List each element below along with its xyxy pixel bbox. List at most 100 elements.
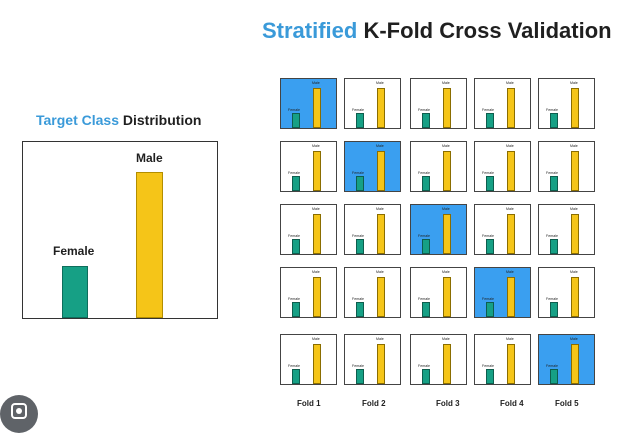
- mini-male-label: Male: [442, 270, 450, 274]
- mini-female-bar: [422, 176, 430, 191]
- mini-female-label: Female: [546, 108, 558, 112]
- mini-male-bar: [443, 214, 451, 254]
- mini-female-bar: [292, 369, 300, 384]
- male-label: Male: [136, 151, 163, 165]
- mini-male-bar: [571, 277, 579, 317]
- fold-label: Fold 1: [297, 399, 321, 408]
- fold-label: Fold 2: [362, 399, 386, 408]
- mini-female-bar: [292, 239, 300, 254]
- mini-male-bar: [443, 277, 451, 317]
- mini-male-bar: [443, 344, 451, 384]
- mini-female-bar: [550, 369, 558, 384]
- mini-female-label: Female: [418, 234, 430, 238]
- test-fold-cell: Female Male: [280, 78, 337, 129]
- mini-female-bar: [356, 113, 364, 128]
- mini-female-label: Female: [418, 171, 430, 175]
- mini-female-bar: [356, 176, 364, 191]
- mini-female-bar: [486, 369, 494, 384]
- fold-label: Fold 4: [500, 399, 524, 408]
- mini-male-label: Male: [376, 270, 384, 274]
- mini-female-bar: [422, 302, 430, 317]
- mini-female-bar: [486, 302, 494, 317]
- mini-male-bar: [377, 151, 385, 191]
- fold-grid: Female Male Female Male Female Male Female Male…: [280, 78, 600, 386]
- mini-male-label: Male: [312, 81, 320, 85]
- train-fold-cell: Female Male: [344, 78, 401, 129]
- train-fold-cell: Female Male: [344, 267, 401, 318]
- test-fold-cell: Female Male: [344, 141, 401, 192]
- train-fold-cell: Female Male: [280, 141, 337, 192]
- mini-female-label: Female: [352, 234, 364, 238]
- mini-female-label: Female: [352, 297, 364, 301]
- mini-male-label: Male: [570, 81, 578, 85]
- distribution-title: Target Class Distribution: [36, 112, 201, 128]
- train-fold-cell: Female Male: [280, 334, 337, 385]
- mini-female-bar: [422, 239, 430, 254]
- mini-female-label: Female: [288, 171, 300, 175]
- mini-male-bar: [377, 88, 385, 128]
- train-fold-cell: Female Male: [474, 78, 531, 129]
- mini-male-label: Male: [570, 207, 578, 211]
- mini-male-label: Male: [312, 337, 320, 341]
- mini-female-bar: [486, 176, 494, 191]
- train-fold-cell: Female Male: [280, 204, 337, 255]
- mini-female-bar: [486, 239, 494, 254]
- mini-female-label: Female: [482, 297, 494, 301]
- mini-female-label: Female: [482, 108, 494, 112]
- mini-male-bar: [377, 214, 385, 254]
- female-bar: [62, 266, 88, 318]
- mini-male-bar: [443, 151, 451, 191]
- mini-female-bar: [422, 369, 430, 384]
- mini-male-bar: [571, 151, 579, 191]
- train-fold-cell: Female Male: [410, 334, 467, 385]
- mini-female-label: Female: [418, 108, 430, 112]
- mini-male-bar: [313, 344, 321, 384]
- mini-female-label: Female: [352, 171, 364, 175]
- mini-male-label: Male: [442, 207, 450, 211]
- male-bar: [136, 172, 163, 318]
- female-label: Female: [53, 244, 95, 258]
- mini-female-bar: [292, 302, 300, 317]
- mini-male-label: Male: [570, 270, 578, 274]
- train-fold-cell: Female Male: [410, 141, 467, 192]
- train-fold-cell: Female Male: [538, 141, 595, 192]
- mini-female-bar: [550, 176, 558, 191]
- mini-male-bar: [377, 277, 385, 317]
- distribution-title-highlight: Target Class: [36, 112, 119, 128]
- lens-icon[interactable]: [0, 395, 38, 433]
- train-fold-cell: Female Male: [474, 204, 531, 255]
- test-fold-cell: Female Male: [474, 267, 531, 318]
- mini-female-label: Female: [482, 364, 494, 368]
- mini-male-bar: [571, 88, 579, 128]
- mini-female-label: Female: [288, 364, 300, 368]
- mini-female-bar: [356, 239, 364, 254]
- mini-female-bar: [422, 113, 430, 128]
- train-fold-cell: Female Male: [538, 267, 595, 318]
- mini-male-label: Male: [506, 337, 514, 341]
- mini-male-label: Male: [570, 144, 578, 148]
- mini-male-label: Male: [376, 144, 384, 148]
- train-fold-cell: Female Male: [474, 334, 531, 385]
- train-fold-cell: Female Male: [474, 141, 531, 192]
- page-title: Stratified K-Fold Cross Validation: [262, 18, 612, 44]
- mini-female-label: Female: [288, 108, 300, 112]
- mini-male-label: Male: [506, 270, 514, 274]
- mini-female-label: Female: [288, 297, 300, 301]
- mini-male-label: Male: [442, 337, 450, 341]
- lens-icon-glyph: [11, 403, 27, 419]
- mini-male-label: Male: [506, 207, 514, 211]
- mini-female-label: Female: [418, 297, 430, 301]
- mini-male-label: Male: [376, 337, 384, 341]
- mini-female-bar: [292, 113, 300, 128]
- mini-female-label: Female: [352, 364, 364, 368]
- mini-male-bar: [313, 214, 321, 254]
- mini-male-label: Male: [506, 81, 514, 85]
- mini-male-bar: [507, 277, 515, 317]
- mini-male-label: Male: [442, 81, 450, 85]
- mini-female-bar: [292, 176, 300, 191]
- mini-male-label: Male: [312, 207, 320, 211]
- mini-male-bar: [571, 344, 579, 384]
- mini-female-bar: [550, 302, 558, 317]
- mini-female-label: Female: [546, 171, 558, 175]
- mini-male-bar: [377, 344, 385, 384]
